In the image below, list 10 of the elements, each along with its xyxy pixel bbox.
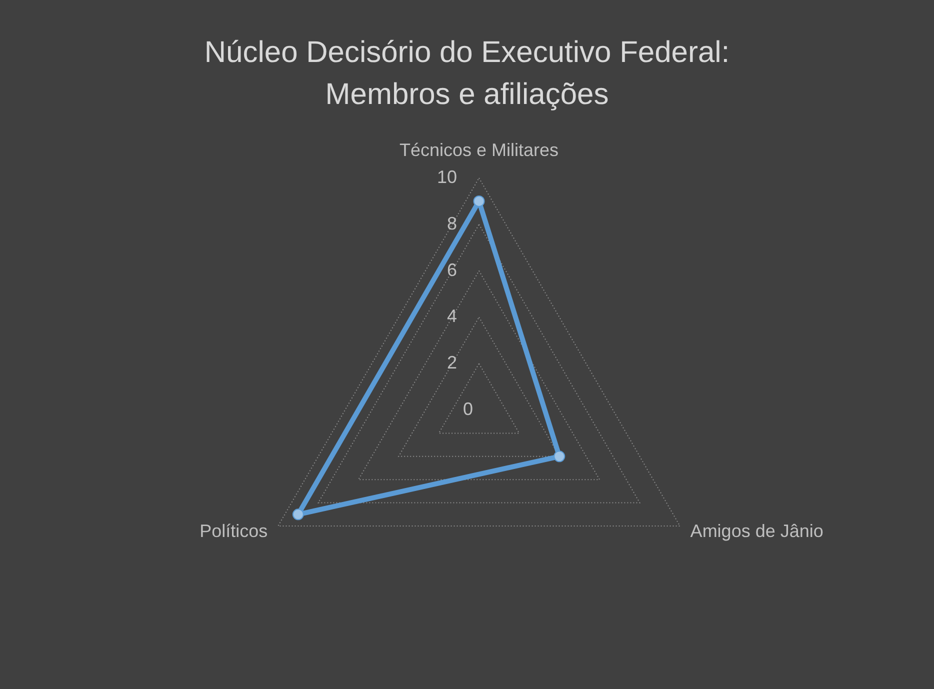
y-tick-label: 4 <box>446 306 457 326</box>
spoke-label: Amigos de Jânio <box>690 521 824 541</box>
y-tick-label: 10 <box>436 167 457 187</box>
y-tick-label: 2 <box>446 352 457 373</box>
y-tick-label: 8 <box>446 213 457 234</box>
spoke-label: Políticos <box>200 521 268 541</box>
spoke-label: Técnicos e Militares <box>399 140 559 160</box>
y-tick-label: 0 <box>462 399 473 419</box>
y-tick-label: 6 <box>446 260 457 280</box>
chart-title: Núcleo Decisório do Executivo Federal: Membros e afiliações <box>204 36 730 111</box>
